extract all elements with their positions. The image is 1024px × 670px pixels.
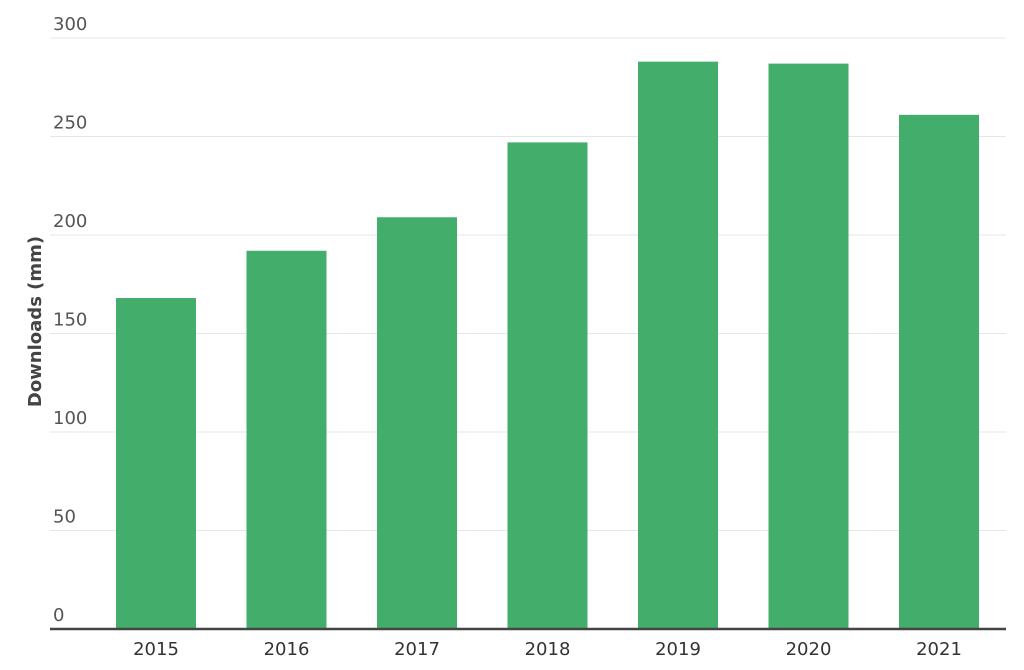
bars xyxy=(116,61,979,630)
y-tick-label: 300 xyxy=(53,14,87,35)
bar-2020 xyxy=(768,63,849,630)
x-tick-label: 2017 xyxy=(394,639,440,660)
y-tick-label: 100 xyxy=(53,408,87,429)
bar-2018 xyxy=(507,142,588,629)
y-tick-label: 200 xyxy=(53,211,87,232)
y-tick-label: 150 xyxy=(53,310,87,331)
y-tick-label: 250 xyxy=(53,113,87,134)
x-tick-label: 2018 xyxy=(525,639,571,660)
bar-2017 xyxy=(377,217,457,629)
bar-2019 xyxy=(638,61,718,629)
y-tick-label: 0 xyxy=(53,605,64,626)
x-tick-label: 2019 xyxy=(655,639,701,660)
x-tick-label: 2016 xyxy=(264,639,310,660)
x-tick-label: 2021 xyxy=(916,639,962,660)
x-axis-ticks: 2015 2016 2017 2018 2019 2020 2021 xyxy=(133,639,962,660)
x-tick-label: 2020 xyxy=(786,639,832,660)
bar-2021 xyxy=(899,114,979,629)
bar-2016 xyxy=(246,250,327,629)
x-tick-label: 2015 xyxy=(133,639,179,660)
y-axis-ticks: 0 50 100 150 200 250 300 xyxy=(53,14,87,626)
y-axis-label: Downloads (mm) xyxy=(25,236,46,407)
bar-2015 xyxy=(116,298,196,629)
y-tick-label: 50 xyxy=(53,507,76,528)
